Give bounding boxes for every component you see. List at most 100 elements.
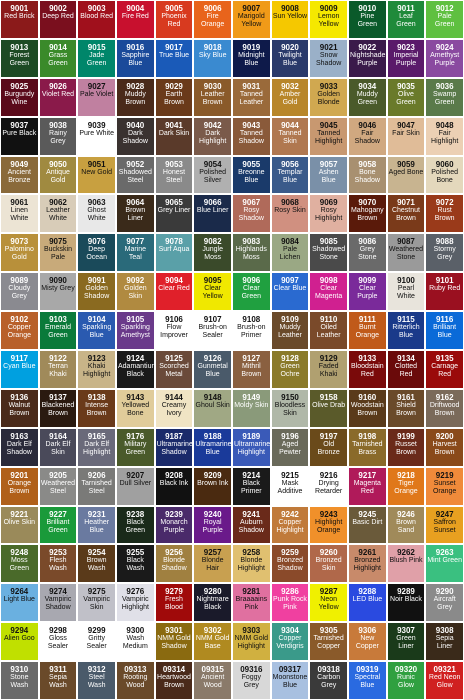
paint-name: Ritterlich Blue <box>392 324 420 340</box>
color-swatch: 9078 Surf Aqua <box>154 233 194 273</box>
paint-name: Forest Green <box>9 51 30 67</box>
color-swatch: 9135 Carnage Red <box>425 350 464 389</box>
paint-name: Sepia Liner <box>435 635 454 651</box>
paint-name: Terran Khaki <box>48 363 68 378</box>
paint-code: 9150 <box>281 392 299 402</box>
paint-code: 9076 <box>87 237 106 247</box>
paint-code: 9083 <box>242 237 261 247</box>
paint-name: Black Green <box>125 518 146 534</box>
color-swatch: 9065 Grey Liner <box>154 194 194 234</box>
paint-code: 9308 <box>435 626 454 636</box>
color-swatch: 9089 Cloudy Grey <box>0 272 39 312</box>
paint-name: Heartwood Brown <box>157 674 191 690</box>
paint-name: Weathered Stone <box>388 246 424 262</box>
color-swatch: 9201 Orange Brown <box>0 466 39 506</box>
paint-name: Blonde Hair <box>201 557 224 573</box>
paint-code: 9045 <box>319 120 338 130</box>
paint-name: Creamy Ivory <box>161 401 187 417</box>
paint-code: 9022 <box>358 42 377 52</box>
paint-name: Polished Bone <box>431 168 459 184</box>
paint-code: 9014 <box>49 42 67 52</box>
color-swatch: 9129 Faded Khaki <box>309 350 348 389</box>
paint-code: 9300 <box>126 626 145 636</box>
paint-code: 9196 <box>281 431 299 441</box>
paint-name: Sky Blue <box>198 51 227 59</box>
paint-name: Bloodless Skin <box>274 401 306 417</box>
paint-name: Auburn Shadow <box>238 518 264 534</box>
paint-name: Fair Shadow <box>354 129 380 145</box>
paint-code: 9257 <box>203 548 222 558</box>
paint-name: Sparkling Blue <box>82 324 112 340</box>
paint-code: 9124 <box>126 354 145 363</box>
paint-code: 9149 <box>242 392 261 402</box>
paint-code: 9095 <box>203 276 222 286</box>
color-swatch: 9098 Clear Magenta <box>309 272 348 312</box>
paint-code: 9187 <box>165 431 183 441</box>
paint-name: Dull Silver <box>119 479 152 487</box>
color-swatch: 9047 Fair Skin <box>386 116 426 156</box>
color-swatch: 9063 Ghost White <box>77 194 116 234</box>
paint-code: 9128 <box>281 354 299 363</box>
paint-code: 9044 <box>281 120 299 130</box>
paint-name: Fire Red <box>121 13 149 20</box>
color-swatch: 9255 Black Wash <box>116 544 155 584</box>
paint-name: Shadowed Stone <box>312 246 346 262</box>
color-swatch: 9115 Ritterlich Blue <box>386 311 426 350</box>
color-swatch: 9124 Adamantium Black <box>116 350 155 389</box>
paint-code: 9104 <box>87 315 106 325</box>
paint-name: True Blue <box>158 51 190 59</box>
paint-code: 9025 <box>10 81 29 91</box>
paint-code: 9052 <box>126 159 145 169</box>
paint-code: 9286 <box>281 587 299 597</box>
paint-name: Nightshade Purple <box>350 51 386 67</box>
paint-name: Green Liner <box>396 635 416 651</box>
paint-name: Flow Improver <box>160 324 188 340</box>
paint-name: Driftwood Brown <box>429 401 460 417</box>
paint-name: Aircraft Grey <box>433 596 456 612</box>
color-swatch: 09313 Rooting Wood <box>116 661 155 700</box>
color-swatch: 9289 Noir Black <box>386 583 426 623</box>
paint-code: 9310 <box>10 665 29 675</box>
color-swatch: 9105 Sparkling Amethyst <box>116 311 155 350</box>
paint-code: 9259 <box>281 548 299 558</box>
paint-code: 09313 <box>124 665 147 675</box>
color-swatch: 9104 Sparkling Blue <box>77 311 116 350</box>
color-swatch: 9240 Royal Purple <box>193 505 232 545</box>
paint-name: Magenta Red <box>353 479 381 495</box>
color-swatch: 9014 Grass Green <box>38 38 78 78</box>
paint-name: Cyan Blue <box>3 363 36 370</box>
paint-name: Grass Green <box>48 51 68 67</box>
paint-name: Blonde Highlight <box>237 557 265 573</box>
paint-name: Violet Red <box>41 90 75 98</box>
color-swatch: 9311 Sepia Wash <box>38 661 78 700</box>
color-swatch: 9276 Vampiric Highlight <box>116 583 155 623</box>
paint-name: Bronzed Highlight <box>353 557 381 573</box>
color-swatch: 9066 Blue Liner <box>193 194 232 234</box>
paint-code: 9092 <box>126 276 145 286</box>
color-swatch: 9165 Dark Elf Highlight <box>77 427 116 467</box>
paint-code: 9028 <box>126 81 145 91</box>
paint-name: Honest Steel <box>162 168 186 184</box>
paint-name: Stone Wash <box>10 674 29 690</box>
paint-name: Pale Violet <box>79 90 114 98</box>
paint-code: 9206 <box>87 470 106 480</box>
paint-code: 9248 <box>10 548 29 558</box>
paint-name: Faded Khaki <box>318 363 339 378</box>
paint-code: 9304 <box>281 626 299 636</box>
paint-name: Aged Bone <box>388 168 424 176</box>
paint-code: 9160 <box>358 392 377 402</box>
paint-name: Shadowed Steel <box>118 168 152 184</box>
color-swatch: 9021 Snow Shadow <box>309 38 348 78</box>
paint-code: 9238 <box>126 509 145 519</box>
paint-name: Military Green <box>124 440 147 456</box>
paint-name: Jade Green <box>86 51 107 67</box>
paint-name: Vampiric Highlight <box>121 596 149 612</box>
paint-name: Tiger Orange <box>394 479 418 495</box>
paint-code: 9046 <box>358 120 377 130</box>
color-swatch: 9094 Clear Red <box>154 272 194 312</box>
paint-name: Yellowed Bone <box>121 401 150 417</box>
paint-name: Clear Green <box>241 285 262 301</box>
paint-code: 9110 <box>319 315 338 325</box>
color-swatch: 9258 Blonde Highlight <box>232 544 271 584</box>
paint-code: 9188 <box>203 431 222 441</box>
